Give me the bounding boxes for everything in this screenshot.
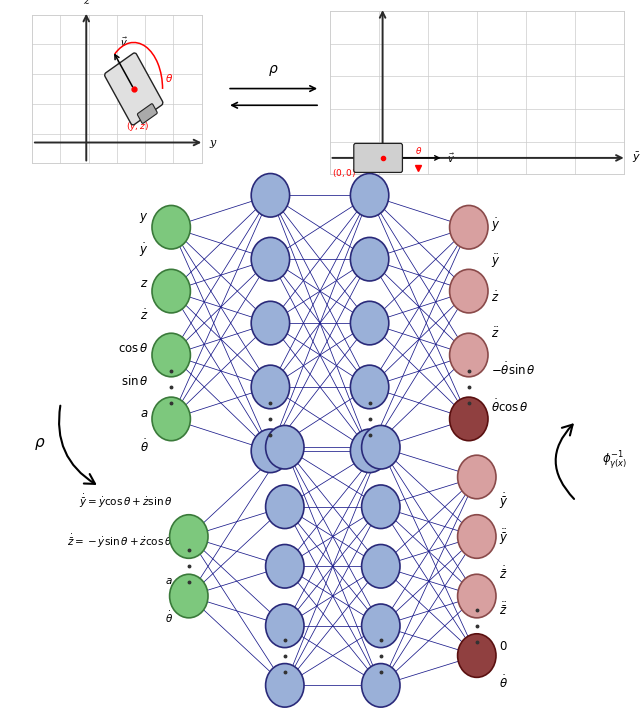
Circle shape: [170, 574, 208, 618]
Circle shape: [266, 485, 304, 529]
Text: $\dot{\theta}$: $\dot{\theta}$: [140, 439, 149, 454]
Text: $\dot{\bar{y}} = \dot{y}\cos\theta + \dot{z}\sin\theta$: $\dot{\bar{y}} = \dot{y}\cos\theta + \do…: [79, 492, 173, 510]
Text: $-\dot{\theta}\sin\theta$: $-\dot{\theta}\sin\theta$: [492, 362, 536, 378]
Text: $\ddot{z}$: $\ddot{z}$: [492, 327, 500, 341]
Text: y: y: [209, 137, 216, 147]
Circle shape: [458, 515, 496, 558]
Bar: [330, 11, 624, 174]
Circle shape: [458, 634, 496, 677]
Circle shape: [152, 205, 191, 249]
Circle shape: [351, 429, 389, 473]
FancyBboxPatch shape: [354, 144, 403, 173]
Text: $\ddot{\bar{y}}$: $\ddot{\bar{y}}$: [499, 527, 509, 547]
Text: $\phi_{\gamma(x)}^{-1}$: $\phi_{\gamma(x)}^{-1}$: [602, 450, 627, 472]
Circle shape: [362, 664, 400, 707]
Text: $\dot{y}$: $\dot{y}$: [492, 216, 500, 234]
Circle shape: [152, 397, 191, 441]
Text: $\dot{\theta}$: $\dot{\theta}$: [499, 674, 508, 690]
Text: $\vec{v}$: $\vec{v}$: [447, 151, 454, 165]
Circle shape: [362, 604, 400, 648]
FancyBboxPatch shape: [138, 104, 157, 123]
Circle shape: [266, 604, 304, 648]
Circle shape: [458, 455, 496, 499]
Text: $\dot{\theta}$: $\dot{\theta}$: [164, 610, 173, 624]
Text: $a$: $a$: [165, 576, 173, 586]
Circle shape: [251, 174, 289, 217]
Circle shape: [362, 544, 400, 588]
Text: $\ddot{y}$: $\ddot{y}$: [492, 253, 500, 270]
Circle shape: [251, 301, 289, 345]
Text: $\sin\theta$: $\sin\theta$: [121, 374, 149, 388]
Text: $\ddot{\bar{z}}$: $\ddot{\bar{z}}$: [499, 601, 508, 619]
Circle shape: [266, 425, 304, 469]
Circle shape: [170, 515, 208, 558]
Circle shape: [251, 429, 289, 473]
Text: $z$: $z$: [140, 277, 149, 290]
Text: $\rho$: $\rho$: [268, 63, 279, 78]
Circle shape: [362, 485, 400, 529]
Text: $0$: $0$: [499, 640, 508, 653]
Text: $\vec{v}$: $\vec{v}$: [120, 36, 128, 49]
Circle shape: [449, 205, 488, 249]
Text: $\dot{y}$: $\dot{y}$: [140, 242, 149, 259]
Text: $\dot{\bar{z}}$: $\dot{\bar{z}}$: [499, 565, 508, 582]
Text: $\dot{z}$: $\dot{z}$: [140, 309, 149, 323]
FancyBboxPatch shape: [104, 53, 163, 125]
Text: $\theta$: $\theta$: [415, 144, 422, 155]
Text: $\cos\theta$: $\cos\theta$: [118, 342, 149, 355]
Text: $(0,0)$: $(0,0)$: [332, 167, 356, 179]
Text: $y$: $y$: [140, 211, 149, 225]
FancyArrowPatch shape: [59, 406, 95, 484]
Circle shape: [152, 269, 191, 313]
Text: $\dot{\bar{y}}$: $\dot{\bar{y}}$: [499, 491, 509, 511]
Text: $a$: $a$: [140, 407, 149, 420]
Bar: [32, 15, 202, 163]
Circle shape: [449, 333, 488, 377]
Text: $\dot{\theta}\cos\theta$: $\dot{\theta}\cos\theta$: [492, 399, 529, 415]
Circle shape: [351, 237, 389, 281]
Circle shape: [458, 574, 496, 618]
Text: $\bar{z}$: $\bar{z}$: [378, 0, 387, 2]
Circle shape: [449, 397, 488, 441]
Text: $\theta$: $\theta$: [165, 72, 173, 83]
Text: $\rho$: $\rho$: [34, 436, 45, 452]
Circle shape: [266, 544, 304, 588]
Text: $\dot{z}$: $\dot{z}$: [492, 290, 500, 305]
Circle shape: [449, 269, 488, 313]
Text: z: z: [83, 0, 89, 6]
Circle shape: [351, 301, 389, 345]
Circle shape: [251, 365, 289, 409]
FancyArrowPatch shape: [556, 425, 574, 499]
Circle shape: [362, 425, 400, 469]
Circle shape: [251, 237, 289, 281]
Circle shape: [266, 664, 304, 707]
Text: $\dot{\bar{z}} = -\dot{y}\sin\theta + \dot{z}\cos\theta$: $\dot{\bar{z}} = -\dot{y}\sin\theta + \d…: [67, 532, 173, 550]
Circle shape: [351, 174, 389, 217]
Text: $(y,z)$: $(y,z)$: [126, 120, 149, 133]
Circle shape: [351, 365, 389, 409]
Circle shape: [152, 333, 191, 377]
Text: $\bar{y}$: $\bar{y}$: [632, 151, 640, 165]
